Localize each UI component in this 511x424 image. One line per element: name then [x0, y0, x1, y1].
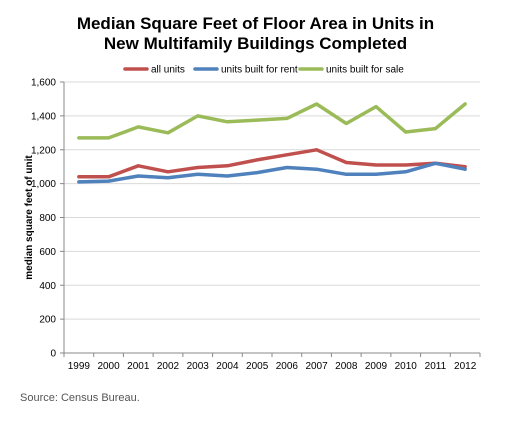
- legend-item-all-units: all units: [123, 65, 185, 76]
- data-point: [315, 167, 319, 171]
- legend-label: all units: [151, 65, 185, 76]
- data-point: [136, 125, 140, 129]
- y-tick-label: 0: [50, 349, 56, 360]
- x-tick-label: 2012: [454, 361, 477, 372]
- y-tick-label: 800: [39, 213, 56, 224]
- x-tick-label: 2011: [425, 361, 447, 372]
- data-point: [344, 121, 348, 125]
- data-point: [374, 172, 378, 176]
- x-tick-label: 2004: [216, 361, 239, 372]
- x-tick-label: 2000: [97, 361, 120, 372]
- legend-item-units-built-for-rent: units built for rent: [193, 65, 298, 76]
- y-tick-label: 1,200: [31, 145, 56, 156]
- x-tick-label: 2005: [246, 361, 269, 372]
- data-point: [196, 114, 200, 118]
- x-tick-label: 2002: [157, 361, 180, 372]
- data-point: [136, 164, 140, 168]
- data-point: [77, 180, 81, 184]
- chart-axes: 0 200 400 600 800 1,000 1,200 1,400 1,600 1999 200…: [24, 78, 481, 372]
- chart-title: Median Square Feet of Floor Area in Unit…: [0, 14, 511, 54]
- data-point: [433, 161, 437, 165]
- data-point: [225, 120, 229, 124]
- data-point: [315, 148, 319, 152]
- y-tick-label: 1,000: [31, 179, 56, 190]
- chart-title-line-1: Median Square Feet of Floor Area in Unit…: [76, 14, 435, 33]
- data-point: [344, 160, 348, 164]
- data-point: [196, 166, 200, 170]
- data-point: [344, 172, 348, 176]
- y-tick-label: 1,600: [31, 78, 56, 89]
- data-point: [315, 102, 319, 106]
- data-point: [107, 179, 111, 183]
- chart-gridlines: [64, 81, 480, 320]
- x-tick-label: 2010: [395, 361, 418, 372]
- y-axis-label: median square feet of unit: [24, 155, 35, 280]
- x-tick-label: 2008: [335, 361, 358, 372]
- data-point: [107, 175, 111, 179]
- x-tick-label: 2003: [187, 361, 210, 372]
- data-point: [463, 167, 467, 171]
- data-point: [404, 163, 408, 167]
- legend-item-units-built-for-sale: units built for sale: [298, 65, 404, 76]
- data-point: [77, 136, 81, 140]
- data-point: [374, 105, 378, 109]
- source-note: Source: Census Bureau.: [20, 392, 140, 404]
- data-point: [136, 174, 140, 178]
- data-point: [285, 153, 289, 157]
- x-tick-label: 2009: [365, 361, 388, 372]
- y-tick-label: 400: [39, 281, 56, 292]
- y-tick-label: 200: [39, 315, 56, 326]
- data-point: [166, 170, 170, 174]
- chart-legend: all units units built for rent units built…: [123, 65, 404, 76]
- legend-label: units built for sale: [326, 65, 404, 76]
- x-tick-label: 1999: [68, 361, 91, 372]
- chart-series: [77, 102, 467, 184]
- x-tick-label: 2001: [127, 361, 150, 372]
- data-point: [404, 130, 408, 134]
- data-point: [225, 164, 229, 168]
- data-point: [196, 172, 200, 176]
- series-line-units-built-for-rent: [77, 161, 467, 184]
- data-point: [166, 131, 170, 135]
- legend-label: units built for rent: [221, 65, 298, 76]
- y-tick-label: 600: [39, 247, 56, 258]
- data-point: [374, 163, 378, 167]
- data-point: [225, 174, 229, 178]
- data-point: [285, 116, 289, 120]
- data-point: [166, 176, 170, 180]
- data-point: [285, 166, 289, 170]
- x-tick-label: 2007: [305, 361, 328, 372]
- data-point: [463, 102, 467, 106]
- series-line-units-built-for-sale: [77, 102, 467, 140]
- chart-title-line-2: New Multifamily Buildings Completed: [103, 34, 408, 53]
- data-point: [77, 175, 81, 179]
- data-point: [404, 170, 408, 174]
- data-point: [255, 158, 259, 162]
- series-line-all-units: [77, 148, 467, 179]
- x-tick-label: 2006: [276, 361, 299, 372]
- data-point: [433, 127, 437, 131]
- y-tick-label: 1,400: [31, 111, 56, 122]
- data-point: [107, 136, 111, 140]
- data-point: [255, 118, 259, 122]
- data-point: [255, 171, 259, 175]
